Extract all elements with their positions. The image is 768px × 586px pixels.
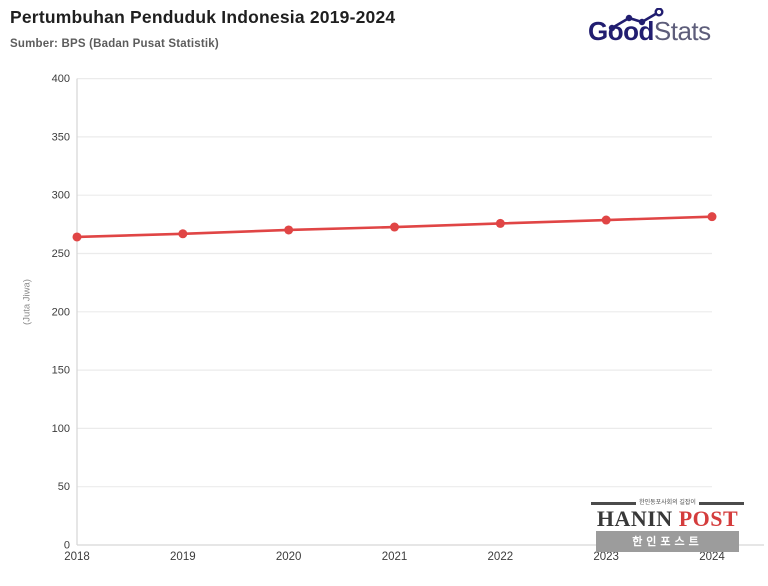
goodstats-wordmark-stats: Stats [653, 16, 711, 46]
trend-line-icon [608, 8, 664, 32]
svg-text:350: 350 [52, 131, 70, 143]
svg-text:2022: 2022 [488, 551, 514, 563]
goodstats-wordmark: GoodStats [588, 18, 711, 44]
svg-text:200: 200 [52, 306, 70, 318]
chart-source-label: Sumber: BPS (Badan Pusat Statistik) [10, 38, 219, 50]
svg-text:0: 0 [64, 540, 70, 552]
goodstats-wordmark-good: Good [588, 16, 654, 46]
haninpost-tagline: 한인동포사회의 길잡이 [639, 500, 696, 506]
svg-text:300: 300 [52, 190, 70, 202]
goodstats-logo: GoodStats [588, 6, 738, 48]
svg-text:400: 400 [52, 73, 70, 85]
svg-text:2020: 2020 [276, 551, 302, 563]
haninpost-wordmark-post: POST [678, 506, 739, 531]
haninpost-logo-header: 한인동포사회의 길잡이 [589, 500, 746, 507]
svg-text:2024: 2024 [699, 551, 725, 563]
svg-text:2019: 2019 [170, 551, 196, 563]
haninpost-wordmark: HANIN POST [589, 507, 746, 531]
right-rule [698, 502, 744, 505]
svg-text:150: 150 [52, 365, 70, 377]
page-title: Pertumbuhan Penduduk Indonesia 2019-2024 [10, 7, 396, 27]
svg-text:50: 50 [58, 481, 70, 493]
haninpost-wordmark-hanin: HANIN [596, 506, 673, 531]
svg-text:2021: 2021 [382, 551, 408, 563]
svg-text:100: 100 [52, 423, 70, 435]
svg-text:2018: 2018 [64, 551, 90, 563]
svg-text:2023: 2023 [593, 551, 619, 563]
left-rule [591, 502, 637, 505]
haninpost-korean-banner: 한인포스트 [596, 531, 739, 552]
svg-text:250: 250 [52, 248, 70, 260]
haninpost-logo: 한인동포사회의 길잡이 HANIN POST 한인포스트 [589, 500, 746, 552]
